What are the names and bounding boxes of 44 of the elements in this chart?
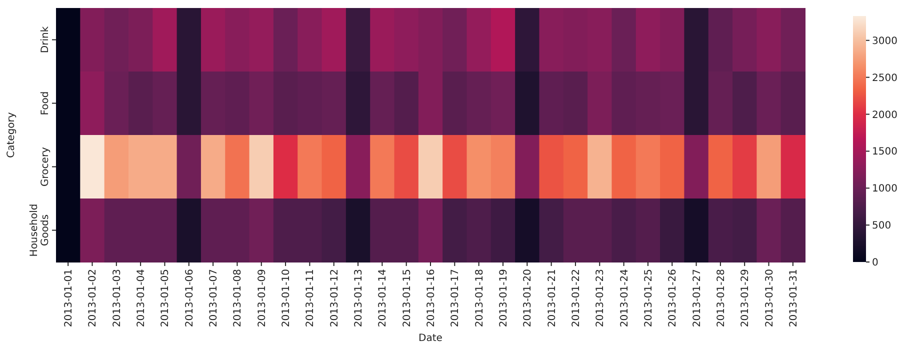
x-tick-label: 2013-01-06 [184,269,196,328]
x-tick-label: 2013-01-27 [692,269,703,328]
x-tick-label: 2013-01-20 [522,269,534,328]
x-tick-label: 2013-01-13 [354,269,365,328]
x-tick-label: 2013-01-28 [716,269,727,328]
y-tick-label: Food [40,91,51,116]
color-bar-label: 3000 [872,36,898,47]
x-tick-label: 2013-01-22 [570,269,582,328]
x-tick-label: 2013-01-15 [402,269,413,328]
x-tick-label: 2013-01-31 [788,269,800,328]
x-tick-label: 2013-01-21 [546,269,558,328]
x-tick-label: 2013-01-18 [474,269,486,328]
x-tick-label: 2013-01-25 [643,269,654,328]
x-tick-label: 2013-01-26 [668,269,679,328]
x-tick-label: 2013-01-09 [256,269,268,328]
x-tick-label: 2013-01-04 [136,269,148,328]
color-bar-label: 0 [872,258,878,268]
y-tick-label: Grocery [40,146,51,186]
x-axis-title: Date [418,333,442,344]
x-tick-label: 2013-01-07 [208,269,220,328]
color-bar-label: 2500 [872,72,898,84]
x-tick-label: 2013-01-10 [281,269,292,328]
x-tick-label: 2013-01-24 [619,269,630,328]
x-tick-label: 2013-01-14 [378,269,389,328]
x-tick-label: 2013-01-29 [740,269,752,328]
x-tick-label: 2013-01-08 [232,269,244,328]
x-tick-label: 2013-01-03 [112,269,123,328]
x-tick-label: 2013-01-11 [305,269,316,328]
color-bar-label: 1500 [872,146,898,158]
y-axis-title: Category [6,112,17,158]
x-tick-label: 2013-01-01 [64,269,75,328]
x-tick-label: 2013-01-16 [426,269,437,328]
y-tick-label: Drink [40,26,51,54]
color-bar-label: 1000 [872,184,898,195]
x-tick-label: 2013-01-23 [595,269,606,328]
color-bar-label: 500 [872,220,892,232]
x-tick-label: 2013-01-12 [329,269,340,328]
y-tick-label: Household Goods [29,204,51,257]
x-tick-label: 2013-01-30 [764,269,776,328]
color-bar-label: 2000 [872,110,898,121]
x-tick-label: 2013-01-17 [450,269,462,328]
x-tick-label: 2013-01-19 [498,269,510,328]
x-tick-label: 2013-01-02 [88,269,99,328]
x-tick-label: 2013-01-05 [160,269,172,328]
